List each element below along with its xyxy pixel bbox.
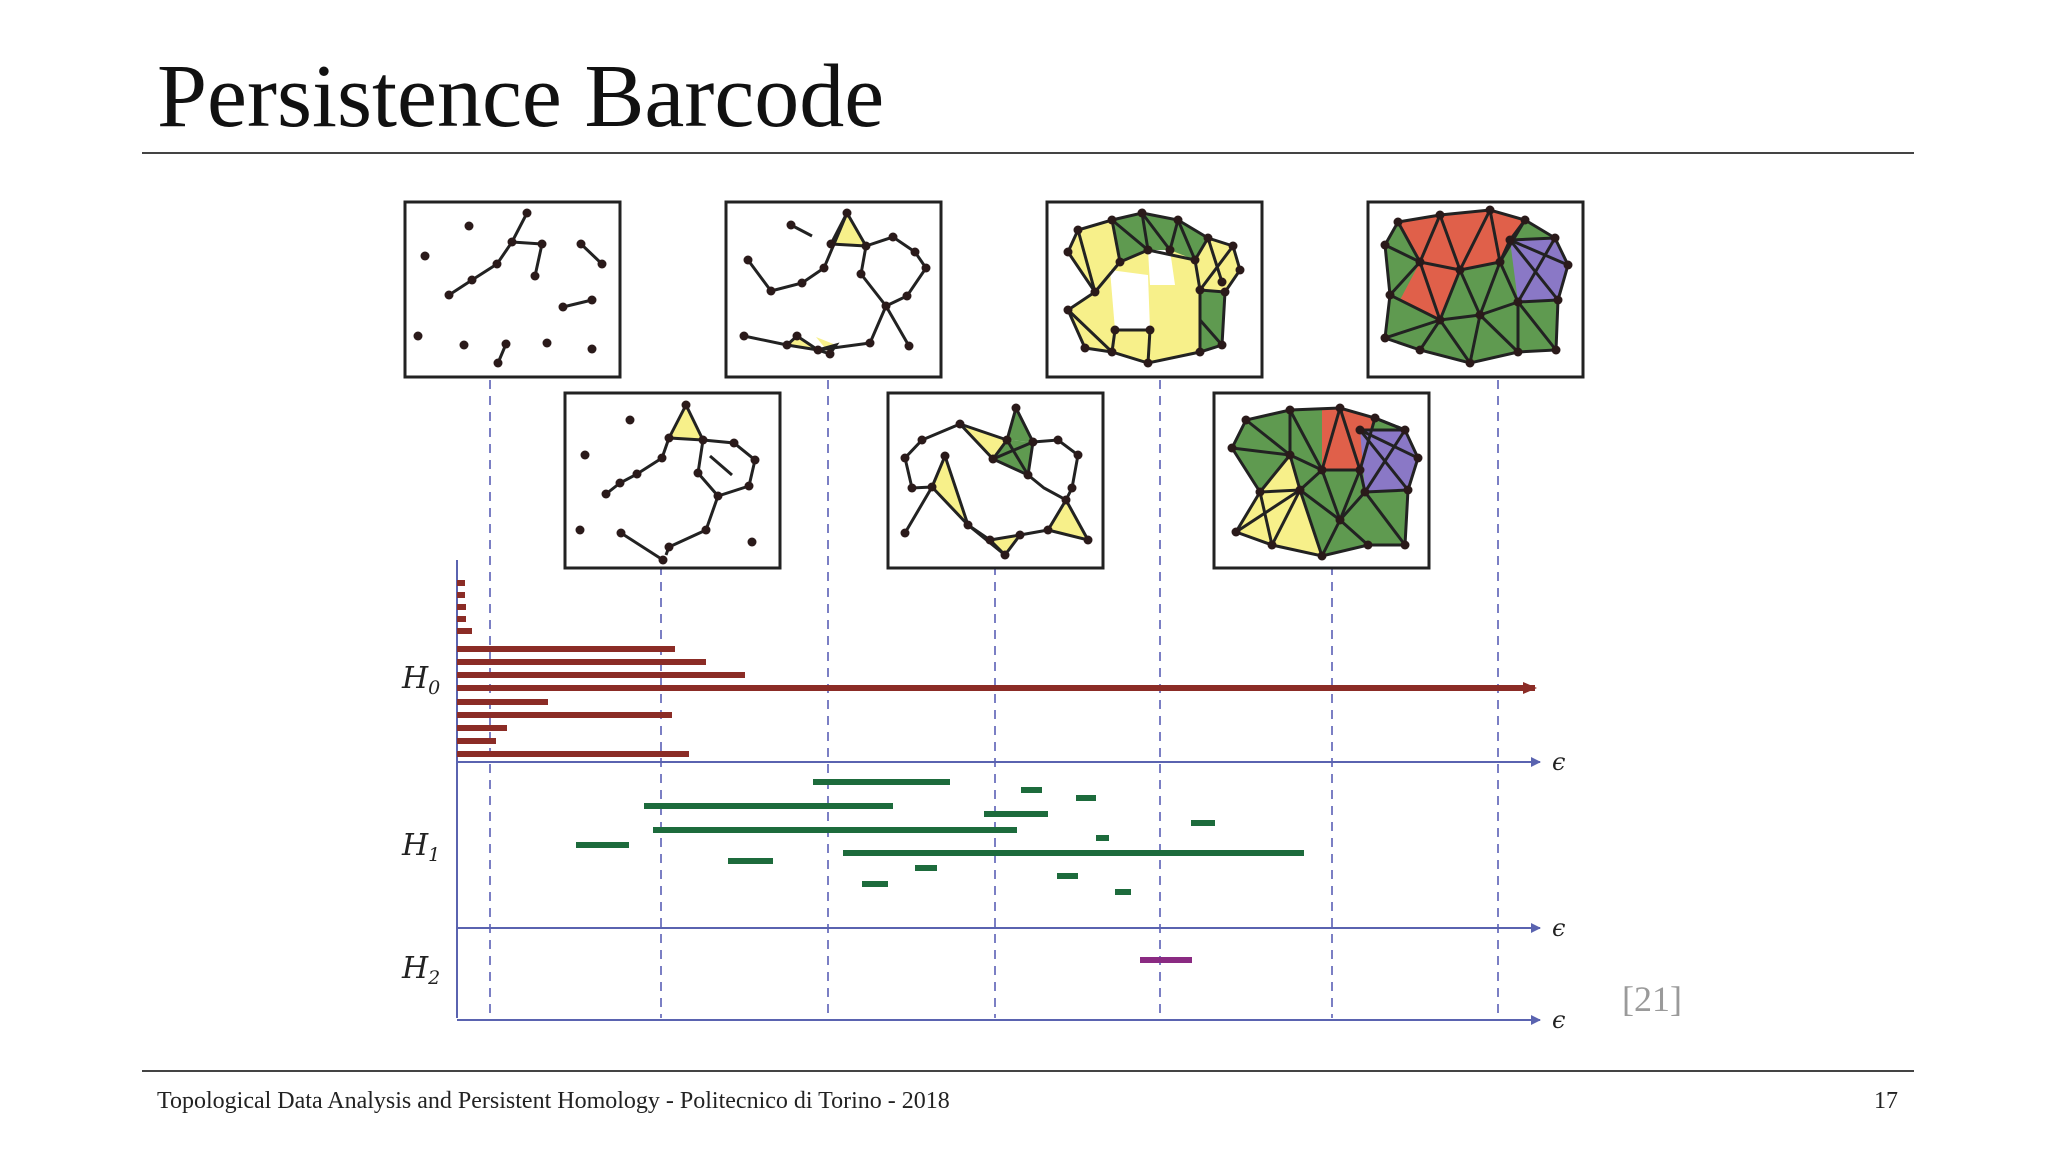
h1-epsilon-label: ϵ	[1552, 914, 1565, 942]
h0-epsilon-label: ϵ	[1552, 748, 1565, 776]
title-divider	[142, 152, 1914, 154]
barcode-axes	[456, 560, 1541, 1025]
page-number: 17	[1874, 1088, 1898, 1114]
complex-panel-2	[563, 391, 782, 570]
complex-panel-3	[724, 200, 943, 379]
h2-label: H2	[401, 951, 440, 989]
citation-label: [21]	[1622, 979, 1682, 1019]
complex-panel-7	[1366, 200, 1585, 379]
h1-label: H1	[401, 828, 440, 866]
footer-text: Topological Data Analysis and Persistent…	[157, 1088, 950, 1114]
complex-panel-1	[403, 200, 622, 379]
h0-barcode	[457, 580, 1537, 757]
complex-panel-6	[1212, 391, 1431, 570]
h1-barcode	[576, 779, 1304, 895]
footer-divider	[142, 1070, 1914, 1072]
h2-epsilon-label: ϵ	[1552, 1006, 1565, 1034]
slide-title: Persistence Barcode	[157, 47, 885, 146]
complex-panel-5	[1045, 200, 1264, 379]
filtration-guide-lines	[489, 380, 1499, 1018]
h0-label: H0	[401, 661, 440, 699]
complex-panel-4	[886, 391, 1105, 570]
